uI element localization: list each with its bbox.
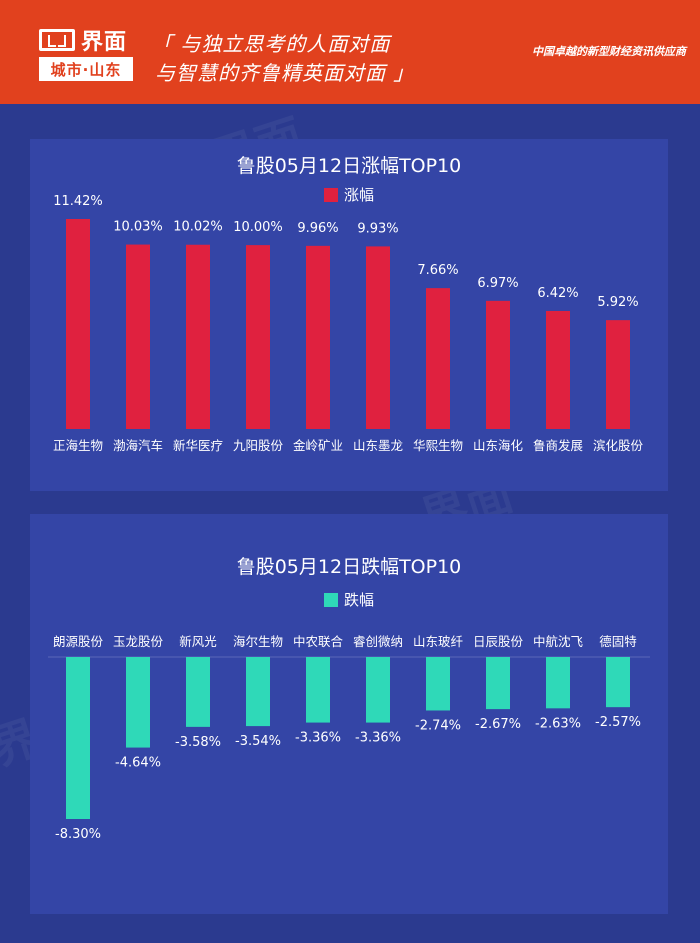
- gain-data-label: 10.03%: [113, 220, 163, 235]
- gain-bar: [486, 300, 510, 429]
- loss-category-label: 中农联合: [293, 634, 344, 649]
- loss-data-label: -3.58%: [175, 735, 221, 750]
- gain-data-label: 10.00%: [233, 220, 283, 235]
- gainers-chart-title: 鲁股05月12日涨幅TOP10: [236, 155, 462, 177]
- gainers-legend-swatch: [323, 187, 338, 202]
- loss-data-label: -3.54%: [235, 734, 281, 749]
- gainers-chart-panel: 鲁股05月12日涨幅TOP10 涨幅 11.42% 正海生物 10.03% 渤海汽车 1…: [30, 139, 668, 491]
- gain-bar: [546, 310, 570, 429]
- gain-category-label: 渤海汽车: [113, 438, 163, 453]
- loss-category-label: 睿创微纳: [353, 634, 403, 649]
- loss-bar: [606, 657, 630, 708]
- losers-bar-chart: -8.30% 朗源股份 -4.64% 玉龙股份 -3.58% 新风光 -3.54% 海尔生物 -…: [48, 634, 650, 842]
- loss-category-label: 日辰股份: [473, 634, 524, 649]
- gain-category-label: 华熙生物: [413, 438, 463, 453]
- loss-bar: [246, 657, 270, 727]
- gain-data-label: 5.92%: [597, 295, 638, 310]
- losers-legend: 跌幅: [30, 589, 668, 610]
- gain-category-label: 滨化股份: [593, 438, 644, 453]
- slogan-line-1: 「 与独立思考的人面对面: [152, 32, 391, 56]
- brand-logo: 界面: [39, 26, 133, 55]
- loss-category-label: 海尔生物: [233, 634, 283, 649]
- gain-category-label: 山东海化: [473, 438, 524, 453]
- losers-chart-panel: 鲁股05月12日跌幅TOP10 跌幅 -8.30% 朗源股份 -4.64% 玉龙股份 -…: [30, 514, 668, 914]
- gain-data-label: 7.66%: [417, 263, 458, 278]
- gain-data-label: 6.42%: [537, 286, 578, 301]
- gain-data-label: 10.02%: [173, 220, 223, 235]
- gain-bar: [606, 320, 630, 429]
- loss-bar: [306, 657, 330, 723]
- loss-bar: [426, 657, 450, 711]
- gain-bar: [366, 246, 390, 429]
- gain-category-label: 山东墨龙: [353, 438, 403, 453]
- loss-bar: [366, 657, 390, 723]
- gainers-bar-chart: 11.42% 正海生物 10.03% 渤海汽车 10.02% 新华医疗 10.00% 九阳股份…: [53, 194, 644, 453]
- gain-bar: [186, 244, 210, 429]
- loss-category-label: 德固特: [599, 634, 637, 649]
- gain-category-label: 正海生物: [53, 438, 103, 453]
- logo-sub-badge: 城市·山东: [39, 57, 133, 81]
- header-banner: 界面 城市·山东 「 与独立思考的人面对面 与智慧的齐鲁精英面对面 」 中国卓越…: [0, 0, 700, 104]
- losers-legend-label: 跌幅: [343, 591, 374, 609]
- losers-legend-swatch: [323, 592, 338, 607]
- logo-icon: [39, 29, 75, 51]
- loss-data-label: -8.30%: [55, 827, 101, 842]
- loss-bar: [66, 657, 90, 819]
- loss-bar: [186, 657, 210, 727]
- gain-data-label: 6.97%: [477, 276, 518, 291]
- loss-data-label: -2.74%: [415, 718, 461, 733]
- loss-data-label: -2.63%: [535, 716, 581, 731]
- gain-bar: [426, 288, 450, 429]
- loss-category-label: 玉龙股份: [113, 634, 164, 649]
- loss-data-label: -4.64%: [115, 756, 161, 771]
- gain-bar: [66, 219, 90, 429]
- loss-data-label: -2.57%: [595, 715, 641, 730]
- gain-category-label: 鲁商发展: [533, 438, 583, 453]
- losers-chart-title: 鲁股05月12日跌幅TOP10: [236, 556, 462, 578]
- slogan-line-2: 与智慧的齐鲁精英面对面 」: [155, 61, 415, 85]
- gain-category-label: 金岭矿业: [293, 438, 343, 453]
- gain-data-label: 9.96%: [297, 221, 338, 236]
- gainers-legend-label: 涨幅: [343, 186, 374, 204]
- gain-category-label: 新华医疗: [173, 438, 223, 453]
- logo-name: 界面: [81, 30, 128, 55]
- gain-bar: [306, 245, 330, 429]
- loss-category-label: 新风光: [179, 634, 217, 649]
- loss-data-label: -2.67%: [475, 717, 521, 732]
- tagline: 中国卓越的新型财经资讯供应商: [532, 45, 686, 58]
- gain-bar: [126, 244, 150, 429]
- loss-bar: [546, 657, 570, 709]
- gain-data-label: 11.42%: [53, 194, 103, 209]
- loss-bar: [486, 657, 510, 710]
- gain-data-label: 9.93%: [357, 221, 398, 236]
- loss-data-label: -3.36%: [295, 731, 341, 746]
- gain-category-label: 九阳股份: [233, 438, 284, 453]
- loss-category-label: 朗源股份: [53, 634, 104, 649]
- gain-bar: [246, 245, 270, 429]
- gainers-legend: 涨幅: [30, 184, 668, 205]
- loss-bar: [126, 657, 150, 748]
- loss-category-label: 中航沈飞: [533, 634, 583, 649]
- loss-data-label: -3.36%: [355, 731, 401, 746]
- loss-category-label: 山东玻纤: [413, 634, 464, 649]
